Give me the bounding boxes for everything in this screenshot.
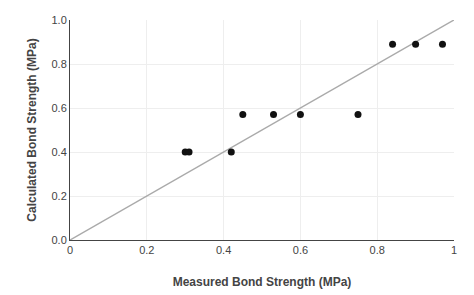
svg-text:Calculated Bond Strength (MPa): Calculated Bond Strength (MPa) bbox=[25, 38, 39, 221]
svg-text:0.4: 0.4 bbox=[216, 244, 231, 256]
svg-text:0.6: 0.6 bbox=[52, 102, 67, 114]
svg-text:0.6: 0.6 bbox=[293, 244, 308, 256]
svg-text:0.4: 0.4 bbox=[52, 146, 67, 158]
svg-text:0.2: 0.2 bbox=[52, 190, 67, 202]
svg-text:1: 1 bbox=[451, 244, 457, 256]
svg-text:1.0: 1.0 bbox=[52, 14, 67, 26]
svg-text:0.0: 0.0 bbox=[52, 234, 67, 246]
svg-text:0.8: 0.8 bbox=[370, 244, 385, 256]
svg-text:0.2: 0.2 bbox=[139, 244, 154, 256]
svg-text:Measured Bond Strength (MPa): Measured Bond Strength (MPa) bbox=[173, 275, 352, 289]
svg-text:0.8: 0.8 bbox=[52, 58, 67, 70]
svg-text:0: 0 bbox=[67, 244, 73, 256]
